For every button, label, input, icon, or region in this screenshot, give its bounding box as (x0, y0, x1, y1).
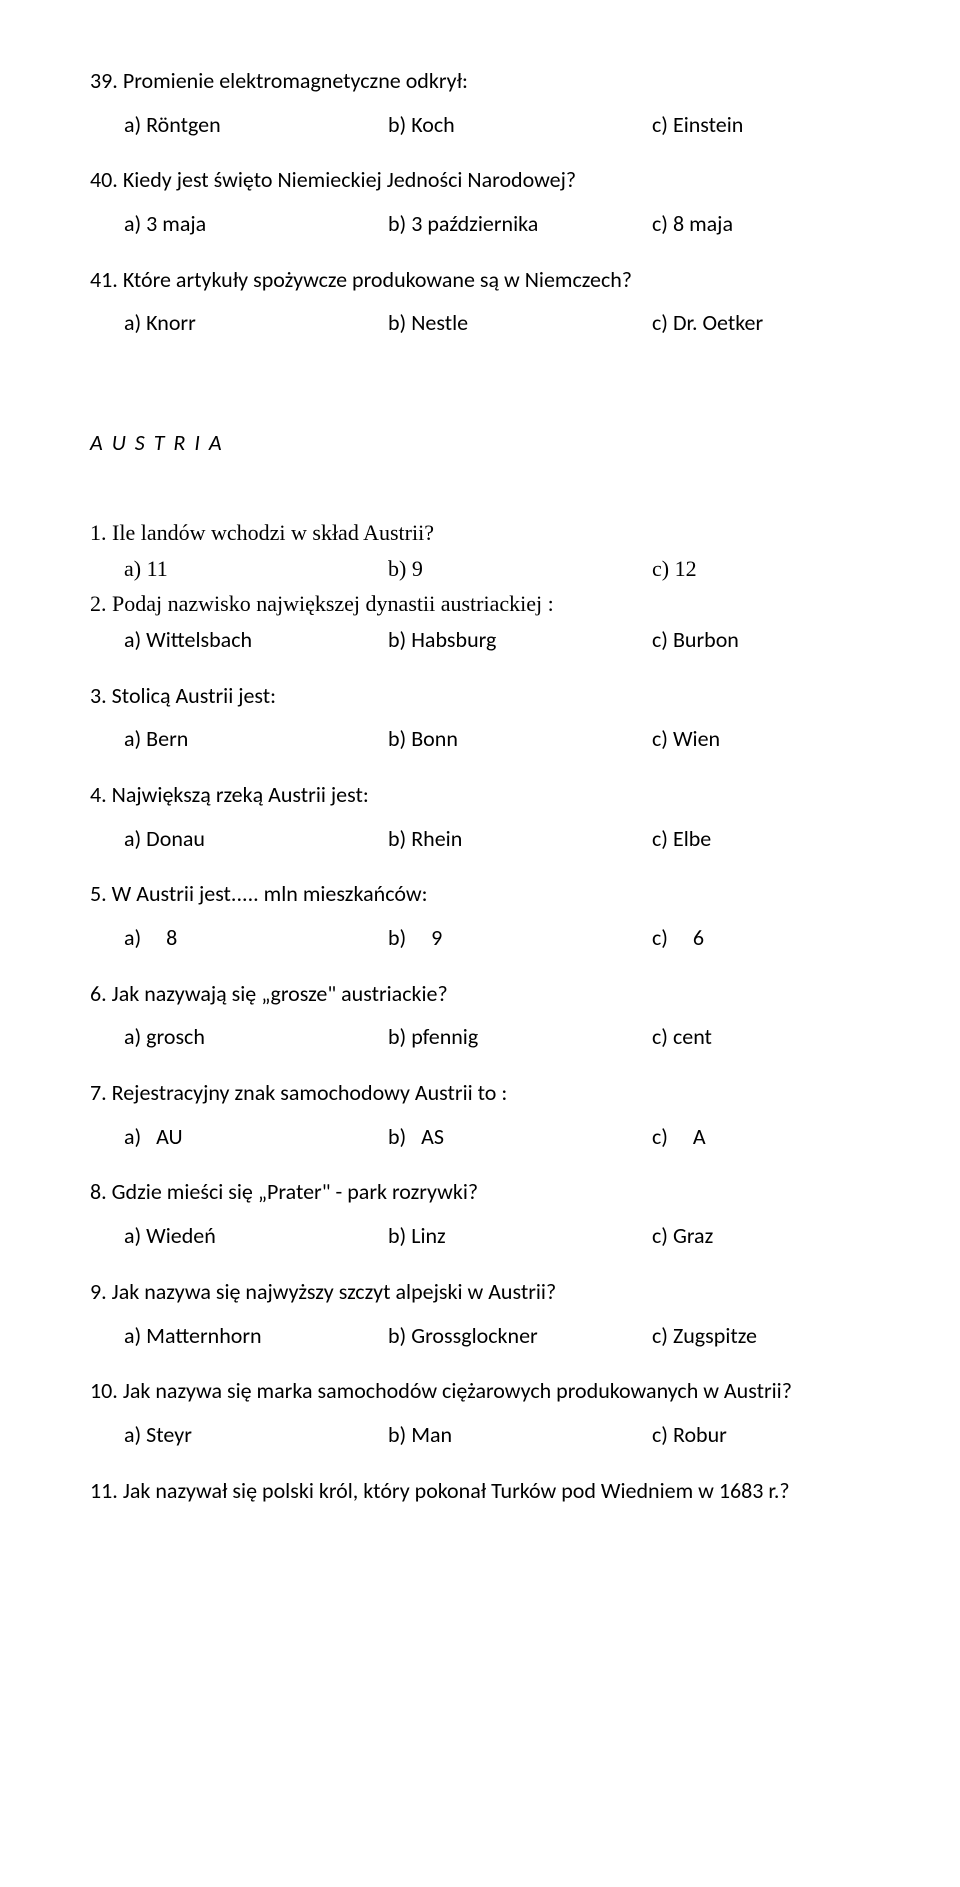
options-row: a) 3 maja b) 3 października c) 8 maja (124, 209, 904, 239)
question-text: 10. Jak nazywa się marka samochodów cięż… (90, 1376, 870, 1406)
question-text: 40. Kiedy jest święto Niemieckiej Jednoś… (90, 165, 870, 195)
option-c: c) Dr. Oetker (652, 308, 844, 338)
question-a8: 8. Gdzie mieści się „Prater" - park rozr… (90, 1177, 870, 1250)
option-c: c) 6 (652, 923, 844, 953)
option-c: c) A (652, 1122, 844, 1152)
question-a5: 5. W Austrii jest..... mln mieszkańców: … (90, 879, 870, 952)
options-row: a) grosch b) pfennig c) cent (124, 1022, 904, 1052)
option-c: c) Wien (652, 724, 844, 754)
options-row: a) Steyr b) Man c) Robur (124, 1420, 904, 1450)
question-a9: 9. Jak nazywa się najwyższy szczyt alpej… (90, 1277, 870, 1350)
option-a: a) Bern (124, 724, 388, 754)
option-c: c) Einstein (652, 110, 844, 140)
options-row: a) 11 b) 9 c) 12 (124, 554, 904, 584)
option-b: b) Koch (388, 110, 652, 140)
question-text: 5. W Austrii jest..... mln mieszkańców: (90, 879, 870, 909)
option-a: a) Knorr (124, 308, 388, 338)
options-row: a) Donau b) Rhein c) Elbe (124, 824, 904, 854)
options-row: a) Bern b) Bonn c) Wien (124, 724, 904, 754)
question-40: 40. Kiedy jest święto Niemieckiej Jednoś… (90, 165, 870, 238)
option-a: a) Steyr (124, 1420, 388, 1450)
option-a: a) Röntgen (124, 110, 388, 140)
option-b: b) 9 (388, 554, 652, 584)
options-row: a) Wittelsbach b) Habsburg c) Burbon (124, 625, 904, 655)
option-b: b) Man (388, 1420, 652, 1450)
question-a7: 7. Rejestracyjny znak samochodowy Austri… (90, 1078, 870, 1151)
option-c: c) Elbe (652, 824, 844, 854)
option-b: b) 9 (388, 923, 652, 953)
option-a: a) grosch (124, 1022, 388, 1052)
option-c: c) Burbon (652, 625, 844, 655)
question-a2: 2. Podaj nazwisko największej dynastii a… (90, 589, 870, 654)
page: 39. Promienie elektromagnetyczne odkrył:… (0, 0, 960, 1887)
option-a: a) Wittelsbach (124, 625, 388, 655)
question-text: 9. Jak nazywa się najwyższy szczyt alpej… (90, 1277, 870, 1307)
question-a4: 4. Największą rzeką Austrii jest: a) Don… (90, 780, 870, 853)
option-b: b) Grossglockner (388, 1321, 652, 1351)
question-text: 7. Rejestracyjny znak samochodowy Austri… (90, 1078, 870, 1108)
option-a: a) Matternhorn (124, 1321, 388, 1351)
question-39: 39. Promienie elektromagnetyczne odkrył:… (90, 66, 870, 139)
question-text: 11. Jak nazywał się polski król, który p… (90, 1476, 870, 1506)
option-c: c) Graz (652, 1221, 844, 1251)
option-b: b) Habsburg (388, 625, 652, 655)
option-b: b) Bonn (388, 724, 652, 754)
option-b: b) pfennig (388, 1022, 652, 1052)
option-a: a) Donau (124, 824, 388, 854)
question-a11: 11. Jak nazywał się polski król, który p… (90, 1476, 870, 1506)
option-a: a) 11 (124, 554, 388, 584)
option-b: b) 3 października (388, 209, 652, 239)
option-a: a) Wiedeń (124, 1221, 388, 1251)
option-c: c) Zugspitze (652, 1321, 844, 1351)
question-a10: 10. Jak nazywa się marka samochodów cięż… (90, 1376, 870, 1449)
question-text: 3. Stolicą Austrii jest: (90, 681, 870, 711)
option-c: c) 8 maja (652, 209, 844, 239)
option-a: a) 3 maja (124, 209, 388, 239)
option-c: c) cent (652, 1022, 844, 1052)
question-text: 8. Gdzie mieści się „Prater" - park rozr… (90, 1177, 870, 1207)
question-text: 2. Podaj nazwisko największej dynastii a… (90, 589, 870, 619)
section-title-austria: A U S T R I A (90, 428, 870, 458)
question-a3: 3. Stolicą Austrii jest: a) Bern b) Bonn… (90, 681, 870, 754)
option-b: b) Linz (388, 1221, 652, 1251)
option-b: b) Nestle (388, 308, 652, 338)
option-c: c) 12 (652, 554, 844, 584)
options-row: a) AU b) AS c) A (124, 1122, 904, 1152)
question-a1: 1. Ile landów wchodzi w skład Austrii? a… (90, 518, 870, 583)
options-row: a) Knorr b) Nestle c) Dr. Oetker (124, 308, 904, 338)
option-b: b) Rhein (388, 824, 652, 854)
option-b: b) AS (388, 1122, 652, 1152)
options-row: a) Röntgen b) Koch c) Einstein (124, 110, 904, 140)
question-text: 1. Ile landów wchodzi w skład Austrii? (90, 518, 870, 548)
option-a: a) AU (124, 1122, 388, 1152)
option-c: c) Robur (652, 1420, 844, 1450)
question-text: 39. Promienie elektromagnetyczne odkrył: (90, 66, 870, 96)
options-row: a) Matternhorn b) Grossglockner c) Zugsp… (124, 1321, 904, 1351)
question-text: 4. Największą rzeką Austrii jest: (90, 780, 870, 810)
option-a: a) 8 (124, 923, 388, 953)
question-text: 41. Które artykuły spożywcze produkowane… (90, 265, 870, 295)
question-41: 41. Które artykuły spożywcze produkowane… (90, 265, 870, 338)
question-text: 6. Jak nazywają się „grosze" austriackie… (90, 979, 870, 1009)
question-a6: 6. Jak nazywają się „grosze" austriackie… (90, 979, 870, 1052)
options-row: a) Wiedeń b) Linz c) Graz (124, 1221, 904, 1251)
options-row: a) 8 b) 9 c) 6 (124, 923, 904, 953)
